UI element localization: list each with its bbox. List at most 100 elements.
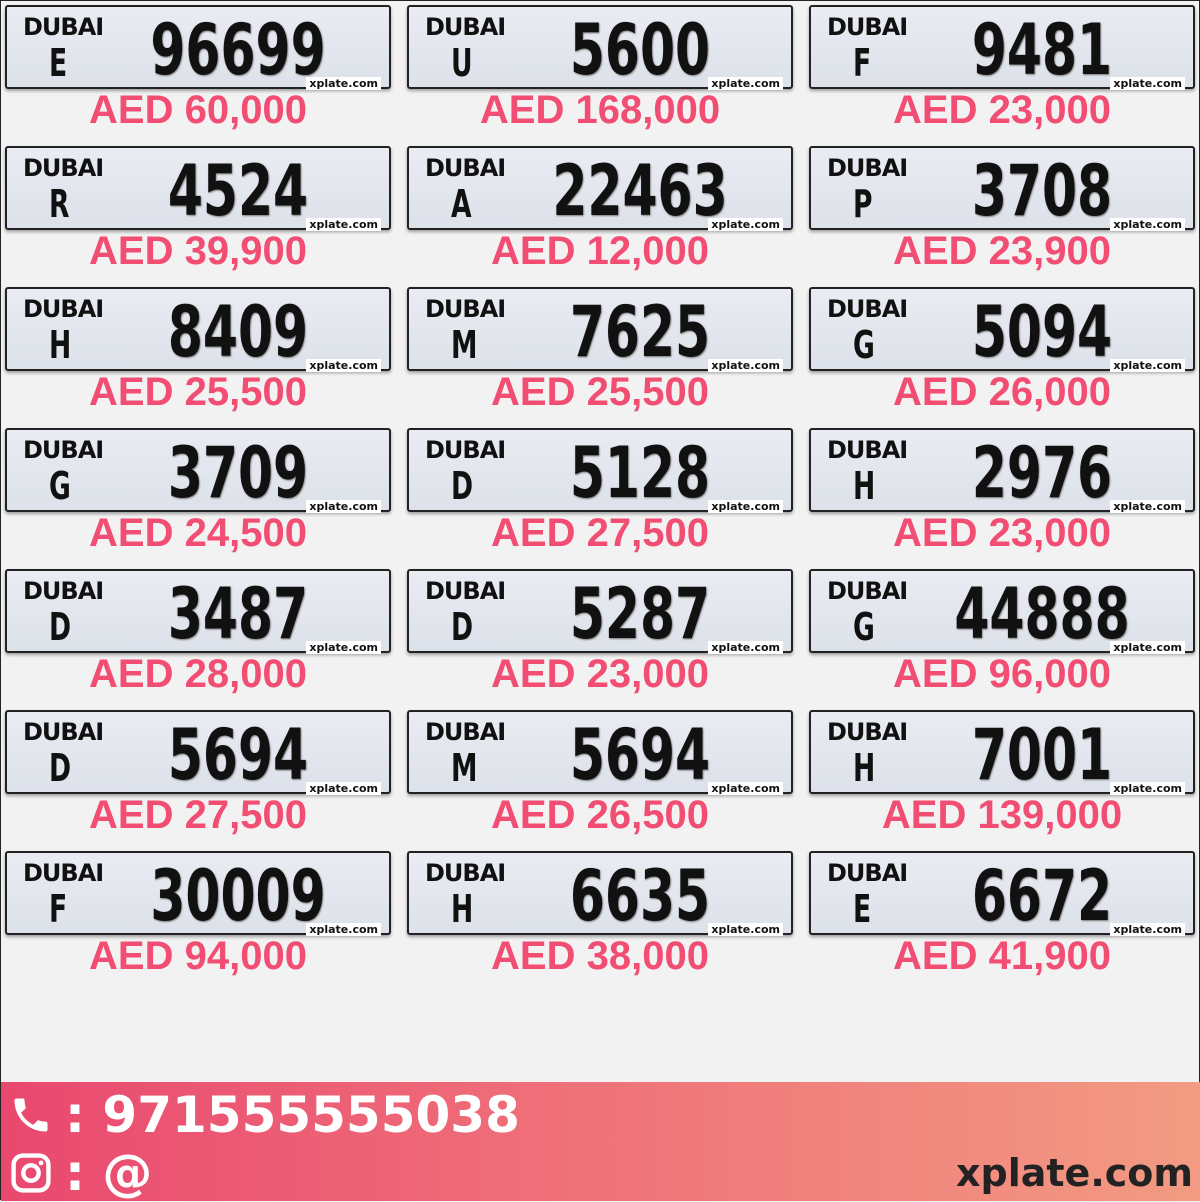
plate-code: H xyxy=(49,323,72,367)
license-plate[interactable]: DUBAI D 5287 xplate.com xyxy=(407,569,793,655)
license-plate[interactable]: DUBAI U 5600 xplate.com xyxy=(407,5,793,91)
instagram-icon xyxy=(11,1153,51,1193)
plate-listing[interactable]: DUBAI F 30009 xplate.com AED 94,000 xyxy=(5,851,391,992)
license-plate[interactable]: DUBAI G 44888 xplate.com xyxy=(809,569,1195,655)
phone-row: : 971555555038 xyxy=(9,1086,520,1144)
plate-listing[interactable]: DUBAI G 44888 xplate.com AED 96,000 xyxy=(809,569,1195,710)
plate-listing[interactable]: DUBAI H 2976 xplate.com AED 23,000 xyxy=(809,428,1195,569)
plate-listing[interactable]: DUBAI D 5287 xplate.com AED 23,000 xyxy=(407,569,793,710)
plate-listing[interactable]: DUBAI F 9481 xplate.com AED 23,000 xyxy=(809,5,1195,146)
plate-number: 7001 xyxy=(971,714,1113,796)
plate-watermark: xplate.com xyxy=(306,782,381,795)
plate-watermark: xplate.com xyxy=(1110,359,1185,372)
plate-code: F xyxy=(853,41,872,85)
plate-number: 5694 xyxy=(569,714,711,796)
plate-listing[interactable]: DUBAI D 3487 xplate.com AED 28,000 xyxy=(5,569,391,710)
license-plate[interactable]: DUBAI G 3709 xplate.com xyxy=(5,428,391,514)
plate-code: D xyxy=(49,746,72,790)
plate-listing[interactable]: DUBAI G 3709 xplate.com AED 24,500 xyxy=(5,428,391,569)
phone-number[interactable]: : 971555555038 xyxy=(65,1086,520,1144)
plate-price: AED 23,000 xyxy=(893,88,1111,132)
license-plate[interactable]: DUBAI R 4524 xplate.com xyxy=(5,146,391,232)
plate-watermark: xplate.com xyxy=(1110,923,1185,936)
plate-number: 6635 xyxy=(569,855,711,937)
license-plate[interactable]: DUBAI E 96699 xplate.com xyxy=(5,5,391,91)
plate-watermark: xplate.com xyxy=(708,218,783,231)
plate-price: AED 60,000 xyxy=(89,88,307,132)
site-name[interactable]: xplate.com xyxy=(956,1151,1193,1195)
plate-emirate-label: DUBAI xyxy=(827,154,908,182)
plate-emirate-label: DUBAI xyxy=(23,295,104,323)
plate-number: 5694 xyxy=(167,714,309,796)
plate-price: AED 27,500 xyxy=(89,793,307,837)
license-plate[interactable]: DUBAI D 5128 xplate.com xyxy=(407,428,793,514)
plate-listing[interactable]: DUBAI U 5600 xplate.com AED 168,000 xyxy=(407,5,793,146)
plate-emirate-label: DUBAI xyxy=(425,859,506,887)
plate-price: AED 26,000 xyxy=(893,370,1111,414)
plate-code: G xyxy=(853,323,875,367)
plate-price: AED 38,000 xyxy=(491,934,709,978)
plate-emirate-label: DUBAI xyxy=(827,859,908,887)
instagram-row: : @ xyxy=(9,1144,152,1202)
plate-code: G xyxy=(49,464,71,508)
plate-price: AED 41,900 xyxy=(893,934,1111,978)
plate-watermark: xplate.com xyxy=(708,359,783,372)
license-plate[interactable]: DUBAI H 2976 xplate.com xyxy=(809,428,1195,514)
plate-listing[interactable]: DUBAI H 6635 xplate.com AED 38,000 xyxy=(407,851,793,992)
plate-code: D xyxy=(451,605,474,649)
plate-price: AED 27,500 xyxy=(491,511,709,555)
plate-listing[interactable]: DUBAI E 96699 xplate.com AED 60,000 xyxy=(5,5,391,146)
plate-emirate-label: DUBAI xyxy=(23,718,104,746)
plate-watermark: xplate.com xyxy=(306,641,381,654)
plate-listing[interactable]: DUBAI M 7625 xplate.com AED 25,500 xyxy=(407,287,793,428)
license-plate[interactable]: DUBAI M 7625 xplate.com xyxy=(407,287,793,373)
plate-watermark: xplate.com xyxy=(708,500,783,513)
plate-number: 96699 xyxy=(150,9,326,91)
plate-price: AED 25,500 xyxy=(89,370,307,414)
plate-code: M xyxy=(451,746,478,790)
plate-listing[interactable]: DUBAI A 22463 xplate.com AED 12,000 xyxy=(407,146,793,287)
license-plate[interactable]: DUBAI M 5694 xplate.com xyxy=(407,710,793,796)
plate-listing[interactable]: DUBAI P 3708 xplate.com AED 23,900 xyxy=(809,146,1195,287)
plate-emirate-label: DUBAI xyxy=(425,13,506,41)
plate-price: AED 28,000 xyxy=(89,652,307,696)
license-plate[interactable]: DUBAI D 3487 xplate.com xyxy=(5,569,391,655)
plate-code: E xyxy=(49,41,68,85)
plate-listing[interactable]: DUBAI D 5128 xplate.com AED 27,500 xyxy=(407,428,793,569)
plate-emirate-label: DUBAI xyxy=(425,577,506,605)
plate-number: 22463 xyxy=(552,150,728,232)
plate-listing[interactable]: DUBAI M 5694 xplate.com AED 26,500 xyxy=(407,710,793,851)
plate-code: H xyxy=(451,887,474,931)
plate-listing[interactable]: DUBAI R 4524 xplate.com AED 39,900 xyxy=(5,146,391,287)
plate-listing[interactable]: DUBAI H 8409 xplate.com AED 25,500 xyxy=(5,287,391,428)
plate-watermark: xplate.com xyxy=(708,77,783,90)
plate-number: 2976 xyxy=(971,432,1113,514)
plate-watermark: xplate.com xyxy=(1110,641,1185,654)
license-plate[interactable]: DUBAI F 30009 xplate.com xyxy=(5,851,391,937)
license-plate[interactable]: DUBAI A 22463 xplate.com xyxy=(407,146,793,232)
plate-code: D xyxy=(451,464,474,508)
phone-icon xyxy=(14,1098,48,1132)
license-plate[interactable]: DUBAI F 9481 xplate.com xyxy=(809,5,1195,91)
plate-number: 5094 xyxy=(971,291,1113,373)
plate-emirate-label: DUBAI xyxy=(425,295,506,323)
license-plate[interactable]: DUBAI H 6635 xplate.com xyxy=(407,851,793,937)
license-plate[interactable]: DUBAI H 8409 xplate.com xyxy=(5,287,391,373)
plate-emirate-label: DUBAI xyxy=(827,436,908,464)
plate-emirate-label: DUBAI xyxy=(425,436,506,464)
instagram-handle[interactable]: : @ xyxy=(65,1144,153,1202)
license-plate[interactable]: DUBAI P 3708 xplate.com xyxy=(809,146,1195,232)
plate-listing[interactable]: DUBAI G 5094 xplate.com AED 26,000 xyxy=(809,287,1195,428)
license-plate[interactable]: DUBAI E 6672 xplate.com xyxy=(809,851,1195,937)
plate-number: 5600 xyxy=(569,9,711,91)
license-plate[interactable]: DUBAI H 7001 xplate.com xyxy=(809,710,1195,796)
plate-price: AED 139,000 xyxy=(881,793,1123,837)
plate-listing[interactable]: DUBAI D 5694 xplate.com AED 27,500 xyxy=(5,710,391,851)
plate-emirate-label: DUBAI xyxy=(827,577,908,605)
plate-listing[interactable]: DUBAI H 7001 xplate.com AED 139,000 xyxy=(809,710,1195,851)
plate-price: AED 168,000 xyxy=(479,88,721,132)
license-plate[interactable]: DUBAI G 5094 xplate.com xyxy=(809,287,1195,373)
plate-listing[interactable]: DUBAI E 6672 xplate.com AED 41,900 xyxy=(809,851,1195,992)
plate-watermark: xplate.com xyxy=(306,500,381,513)
license-plate[interactable]: DUBAI D 5694 xplate.com xyxy=(5,710,391,796)
